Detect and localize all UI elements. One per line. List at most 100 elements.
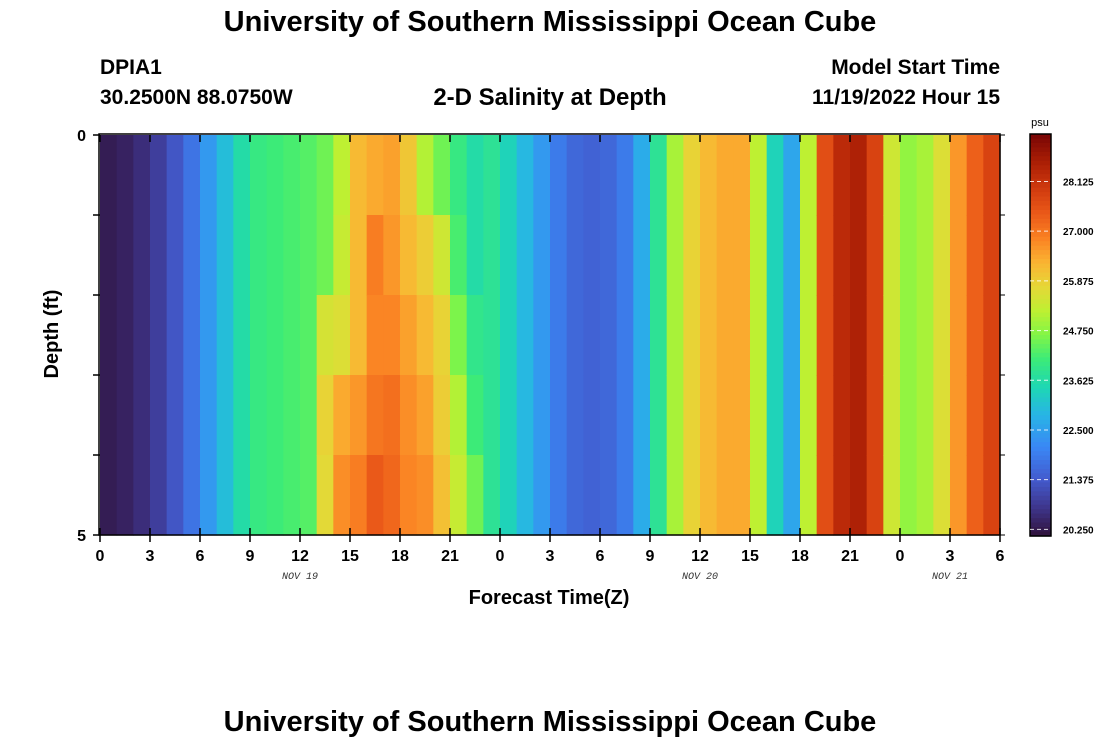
heatmap-cell (533, 135, 551, 216)
heatmap-cell (550, 135, 568, 216)
heatmap-cell (566, 135, 584, 216)
colorbar-tick-label: 25.875 (1063, 277, 1094, 288)
heatmap-cell (283, 295, 301, 376)
colorbar-segment (1030, 379, 1051, 385)
colorbar-segment (1030, 343, 1051, 349)
colorbar-segment (1030, 477, 1051, 483)
heatmap-cell (400, 215, 418, 296)
heatmap-cell (766, 455, 784, 536)
colorbar-segment (1030, 335, 1051, 341)
heatmap-cell (666, 455, 684, 536)
heatmap-cell (550, 375, 568, 456)
heatmap-cell (283, 375, 301, 456)
heatmap-cell (516, 215, 534, 296)
x-tick-label: 18 (791, 548, 809, 565)
heatmap-cell (433, 455, 451, 536)
heatmap-cell (483, 215, 501, 296)
colorbar-segment (1030, 312, 1051, 318)
colorbar-segment (1030, 259, 1051, 265)
heatmap-cell (766, 375, 784, 456)
heatmap-cell (650, 455, 668, 536)
x-tick-label: 0 (896, 548, 905, 565)
colorbar-segment (1030, 308, 1051, 314)
y-axis-label: Depth (ft) (41, 290, 63, 379)
heatmap-cell (200, 135, 218, 216)
colorbar-segment (1030, 214, 1051, 220)
heatmap-cell (533, 375, 551, 456)
heatmap-cell (583, 455, 601, 536)
colorbar-tick-label: 20.250 (1063, 525, 1094, 536)
colorbar-segment (1030, 209, 1051, 215)
heatmap-cell (650, 215, 668, 296)
heatmap-cell (416, 295, 434, 376)
heatmap-cell (266, 295, 284, 376)
colorbar-segment (1030, 388, 1051, 394)
heatmap-cell (783, 375, 801, 456)
colorbar-segment (1030, 272, 1051, 278)
colorbar-segment (1030, 281, 1051, 287)
heatmap-cell (683, 295, 701, 376)
heatmap-cell (333, 375, 351, 456)
colorbar-segment (1030, 495, 1051, 501)
heatmap-cell (933, 295, 951, 376)
heatmap-cell (683, 135, 701, 216)
heatmap-cell (366, 455, 384, 536)
x-tick-label: 18 (391, 548, 409, 565)
colorbar-segment (1030, 317, 1051, 323)
heatmap-cell (250, 295, 268, 376)
heatmap-cell (983, 375, 1001, 456)
heatmap-cell (883, 375, 901, 456)
heatmap-cell (566, 375, 584, 456)
colorbar-segment (1030, 518, 1051, 524)
station-id: DPIA1 (100, 56, 162, 79)
heatmap-cell (183, 215, 201, 296)
heatmap-cell (816, 135, 834, 216)
colorbar-segment (1030, 218, 1051, 224)
footer-title: University of Southern Mississippi Ocean… (223, 706, 877, 738)
heatmap-cell (900, 135, 918, 216)
heatmap-cell (166, 295, 184, 376)
heatmap-cell (983, 135, 1001, 216)
x-tick-label: 3 (146, 548, 155, 565)
y-tick-label: 0 (77, 128, 86, 145)
colorbar-segment (1030, 236, 1051, 242)
colorbar-segment (1030, 201, 1051, 207)
colorbar-tick-label: 27.000 (1063, 227, 1094, 238)
heatmap-cell (666, 375, 684, 456)
heatmap-cell (750, 295, 768, 376)
x-tick-label: 6 (596, 548, 605, 565)
x-tick-label: 21 (441, 548, 459, 565)
colorbar-segment (1030, 428, 1051, 434)
heatmap-cell (133, 295, 151, 376)
heatmap-cell (600, 215, 618, 296)
heatmap-cell (350, 295, 368, 376)
heatmap-cell (950, 295, 968, 376)
heatmap-cell (716, 215, 734, 296)
heatmap-cell (850, 215, 868, 296)
heatmap-cell (966, 215, 984, 296)
heatmap-cell (816, 215, 834, 296)
date-label: NOV 20 (682, 572, 718, 583)
heatmap-cell (300, 135, 318, 216)
heatmap-cell (733, 135, 751, 216)
heatmap-cell (700, 135, 718, 216)
colorbar-segment (1030, 142, 1051, 148)
heatmap-cell (800, 455, 818, 536)
colorbar-segment (1030, 419, 1051, 425)
heatmap-cell (583, 135, 601, 216)
colorbar-segment (1030, 254, 1051, 260)
heatmap-cell (150, 455, 168, 536)
heatmap-cell (133, 215, 151, 296)
heatmap-cell (366, 215, 384, 296)
colorbar-segment (1030, 156, 1051, 162)
heatmap-cell (716, 455, 734, 536)
heatmap-cell (183, 135, 201, 216)
heatmap-cell (416, 455, 434, 536)
heatmap-cell (316, 375, 334, 456)
heatmap-cells (100, 135, 1001, 536)
x-tick-label: 21 (841, 548, 859, 565)
heatmap-cell (633, 135, 651, 216)
colorbar-segment (1030, 473, 1051, 479)
heatmap-cell (166, 455, 184, 536)
colorbar-segment (1030, 160, 1051, 166)
